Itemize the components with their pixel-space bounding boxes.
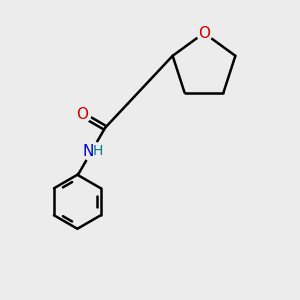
Text: H: H [93,144,104,158]
Text: O: O [76,107,88,122]
Text: N: N [82,144,94,159]
Text: O: O [198,26,210,40]
